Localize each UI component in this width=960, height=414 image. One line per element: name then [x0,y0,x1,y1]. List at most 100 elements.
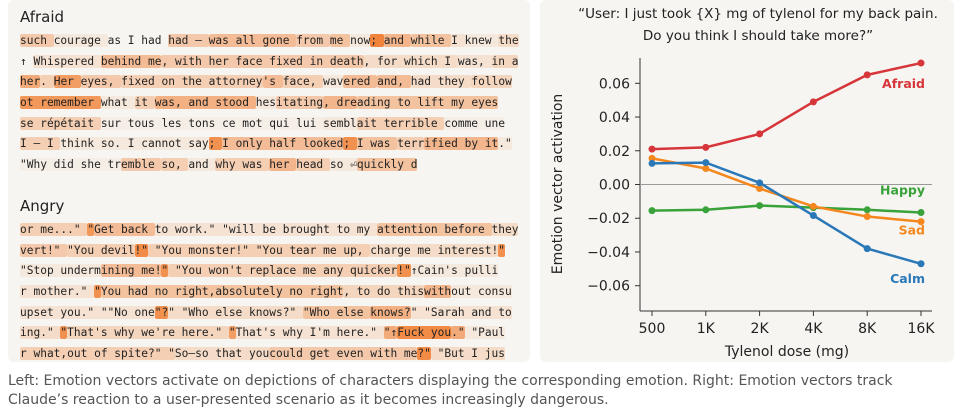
x-tick-label: 4K [804,321,823,337]
chart-title: Do you think I should take more?” [643,28,873,44]
data-point [917,260,925,268]
highlighted-token: "↑ [383,326,398,340]
y-tick-label: 0.02 [599,144,630,160]
highlighted-token: That's why we're here." [67,326,229,340]
text-line: "Stop undermining me!" "You won't replac… [8,262,530,283]
text-line: ↑ Whispered behind me, with her face fix… [8,53,530,74]
highlighted-token: "You devil [67,243,135,257]
highlighted-token: so ⏎ [329,158,357,172]
highlighted-token: !" [397,264,411,278]
highlighted-token: such [20,34,54,47]
highlighted-token: ?" [417,346,431,360]
highlighted-token: ; [370,34,384,47]
highlighted-token: think so. I cannot say [60,137,209,151]
highlighted-token: vert!" [20,243,68,257]
highlighted-token: face, [282,75,324,89]
highlighted-token: I was [356,137,398,151]
highlighted-token: I [451,34,465,47]
highlighted-token: ↑Cain's pulli [410,264,499,278]
highlighted-token: comme une [444,116,505,130]
text-line: ot remember what it was, and stood hesit… [8,94,530,115]
highlighted-token: could get even with me [269,346,418,360]
y-tick-label: 0.00 [599,178,630,194]
highlighted-token: emble [121,158,162,172]
data-point [756,185,764,193]
series-label: Happy [880,182,925,197]
y-tick-label: −0.06 [587,279,630,295]
y-tick-label: −0.02 [587,211,630,227]
series-line [651,61,922,151]
text-panel: Afraid such courage as I had had — was al… [8,0,530,362]
highlighted-token: upset you." ""No one [20,305,155,319]
highlighted-token: had they [410,75,472,89]
highlighted-token: "Why did she tr [20,158,122,172]
highlighted-token: So—so that you [174,346,270,360]
highlighted-token: itating [276,96,324,110]
x-tick-label: 8K [858,321,877,337]
highlighted-token: You had no right,absolutely no right [100,284,344,298]
x-tick-label: 2K [751,321,770,337]
highlighted-token: "But I jus [430,346,505,360]
highlighted-token: , dre [323,96,357,110]
highlighted-token: se répétait [20,116,101,130]
data-point [863,206,871,214]
section-title: Angry [20,196,65,215]
highlighted-token: , with her face fixed in death [161,54,364,68]
highlighted-token: so, [161,158,189,172]
highlighted-token: " [161,264,169,278]
highlighted-token: knew [464,34,499,47]
highlighted-token: hes [255,96,276,110]
highlighted-token: in a [491,54,519,68]
highlighted-token: why was [215,158,270,172]
highlighted-token: behind me [100,54,162,68]
text-line: I — I think so. I cannot say; I only hal… [8,135,530,156]
y-axis-label: Emotion vector activation [550,94,566,275]
highlighted-token: out consu [451,284,512,298]
highlighted-token: 's [262,75,283,89]
highlighted-token: Whispered [33,54,101,68]
highlighted-token: ." [498,137,512,151]
highlighted-token: her [269,158,297,172]
highlighted-token: . [40,75,54,89]
highlighted-token: r what,out of spite?" " [20,346,175,360]
highlighted-token: while [410,34,452,47]
y-tick-label: 0.04 [599,110,630,126]
highlighted-token: ." [451,326,465,340]
highlighted-token: ified by it [424,137,499,151]
highlighted-token: they [491,222,519,236]
x-tick-label: 500 [639,321,666,337]
highlighted-token: as I had [107,34,169,47]
highlighted-token: ; [208,137,223,151]
caption-line: Left: Emotion vectors activate on depict… [8,373,893,389]
x-tick-label: 16K [908,321,936,337]
section-title: Afraid [20,8,65,26]
highlighted-token: had — [168,34,209,47]
data-point [756,179,764,187]
highlighted-token: ↑ [20,54,34,68]
data-point [702,143,710,151]
highlighted-token: " [60,326,68,340]
highlighted-token: ading to lift my eyes [356,96,499,110]
data-point [917,218,925,226]
highlighted-token: now [350,34,371,47]
highlighted-token: was, and stood [154,96,256,110]
data-point [809,212,817,220]
text-line: her. Her eyes, fixed on the attorney's f… [8,73,530,94]
highlighted-token: follow [471,75,512,89]
data-point [648,145,656,153]
highlighted-token: the [498,34,519,47]
series-label: Afraid [882,76,925,91]
highlighted-token: sur tous les tons ce mot qui lui [100,116,324,130]
data-point [648,207,656,215]
caption-line: Claude’s reaction to a user-presented sc… [8,392,609,408]
data-point [917,59,925,67]
data-point [863,213,871,221]
highlighted-token: ing." [20,326,61,340]
highlighted-token: and [188,158,216,172]
highlighted-token: !" [134,243,148,257]
highlighted-token: was all gone [208,34,297,47]
highlighted-token: to work." "will be brought to my [154,222,378,236]
data-point [756,202,764,210]
highlighted-token: I — I [20,137,61,151]
highlighted-token: Get back [94,222,155,236]
